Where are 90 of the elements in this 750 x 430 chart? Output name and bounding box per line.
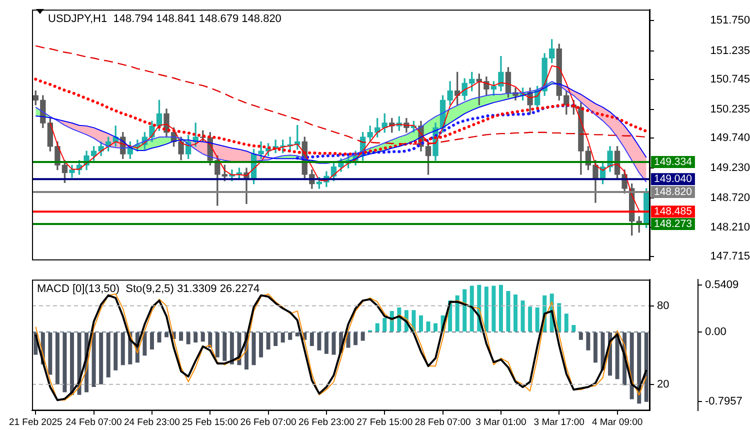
bar — [114, 332, 118, 370]
chart-title: MACD [0](13,50) Sto(9,2,5) 31.3309 26.2274 — [37, 283, 260, 296]
bar — [484, 286, 488, 332]
y-tick-label: 0.00 — [705, 326, 726, 338]
bar — [586, 332, 590, 350]
bar — [535, 308, 540, 332]
x-tick-label: 24 Feb 07:00 — [66, 416, 122, 428]
bar — [426, 322, 430, 332]
bar — [455, 295, 460, 332]
bar — [382, 318, 387, 332]
ref-line-label: 148.820 — [654, 186, 692, 198]
bar — [179, 332, 184, 341]
y-tick-label: 148.720 — [710, 192, 750, 204]
ref-line-label: 149.334 — [654, 156, 692, 168]
bar — [593, 332, 598, 363]
y-tick-label: 150.235 — [710, 103, 750, 116]
bar — [99, 332, 104, 384]
bar — [266, 332, 270, 350]
y2-tick-label: 80 — [657, 300, 670, 312]
bar — [274, 332, 278, 346]
bar — [528, 306, 532, 332]
bar — [354, 332, 358, 346]
bar — [434, 323, 438, 332]
bar — [513, 294, 518, 332]
bar — [644, 332, 648, 402]
bar — [310, 332, 314, 346]
y-tick-label: 150.745 — [710, 73, 750, 86]
bar — [194, 332, 198, 342]
bar — [520, 300, 525, 332]
x-tick-label: 28 Feb 07:00 — [414, 416, 471, 428]
bar — [332, 332, 336, 355]
bar — [120, 332, 125, 366]
chart-title: USDJPY,H1 148.794 148.841 148.679 148.820 — [48, 13, 282, 26]
bar — [208, 332, 212, 348]
bar — [230, 332, 234, 364]
bar — [200, 332, 205, 342]
y-tick-label: -0.7957 — [705, 396, 742, 408]
bar — [62, 332, 67, 392]
x-tick-label: 26 Feb 23:00 — [298, 416, 354, 428]
x-tick-label: 4 Mar 09:00 — [592, 416, 643, 428]
x-tick-label: 26 Feb 07:00 — [240, 416, 296, 428]
bar — [55, 332, 60, 384]
bar — [462, 289, 467, 332]
y-tick-label: 147.715 — [710, 250, 750, 263]
bar — [288, 332, 292, 340]
y-tick-label: 0.5409 — [705, 278, 739, 291]
x-tick-label: 21 Feb 2025 — [8, 416, 62, 428]
bar — [215, 332, 220, 358]
bar — [222, 332, 227, 361]
bar — [70, 332, 74, 395]
bar — [280, 332, 285, 342]
x-tick-label: 24 Feb 23:00 — [124, 416, 180, 428]
bar — [259, 332, 264, 358]
y-tick-label: 149.740 — [710, 132, 750, 144]
x-tick-label: 27 Feb 15:00 — [356, 416, 413, 428]
ref-line-label: 148.273 — [654, 218, 692, 230]
ref-line-label: 148.485 — [654, 205, 692, 218]
bar — [150, 332, 154, 350]
bar — [48, 332, 52, 375]
y-tick-label: 151.235 — [710, 44, 750, 57]
bar — [186, 332, 190, 344]
y-tick-label: 148.210 — [710, 222, 750, 234]
bar — [578, 332, 583, 340]
bar — [470, 286, 474, 332]
bar — [92, 332, 96, 388]
bar — [324, 332, 328, 354]
bar — [317, 332, 322, 350]
x-tick-label: 25 Feb 15:00 — [182, 416, 238, 428]
bar — [572, 325, 576, 332]
bar — [142, 332, 147, 356]
x-tick-label: 3 Mar 01:00 — [476, 416, 526, 428]
bar — [346, 332, 350, 348]
bar — [492, 286, 496, 332]
bar — [295, 332, 300, 336]
bar — [498, 284, 503, 332]
bar — [506, 290, 510, 332]
y-tick-label: 151.750 — [710, 14, 750, 27]
bar — [252, 332, 256, 366]
ref-line-label: 149.040 — [654, 173, 692, 186]
bar — [375, 323, 380, 332]
y2-tick-label: 20 — [657, 378, 670, 390]
bar — [637, 332, 642, 404]
bar — [360, 332, 365, 341]
bar — [157, 332, 162, 342]
y-tick-label: 149.230 — [710, 162, 750, 174]
x-tick-label: 3 Mar 17:00 — [534, 416, 584, 428]
bar — [564, 314, 568, 332]
bar — [418, 315, 423, 332]
bar — [164, 332, 169, 338]
bar — [106, 332, 110, 378]
